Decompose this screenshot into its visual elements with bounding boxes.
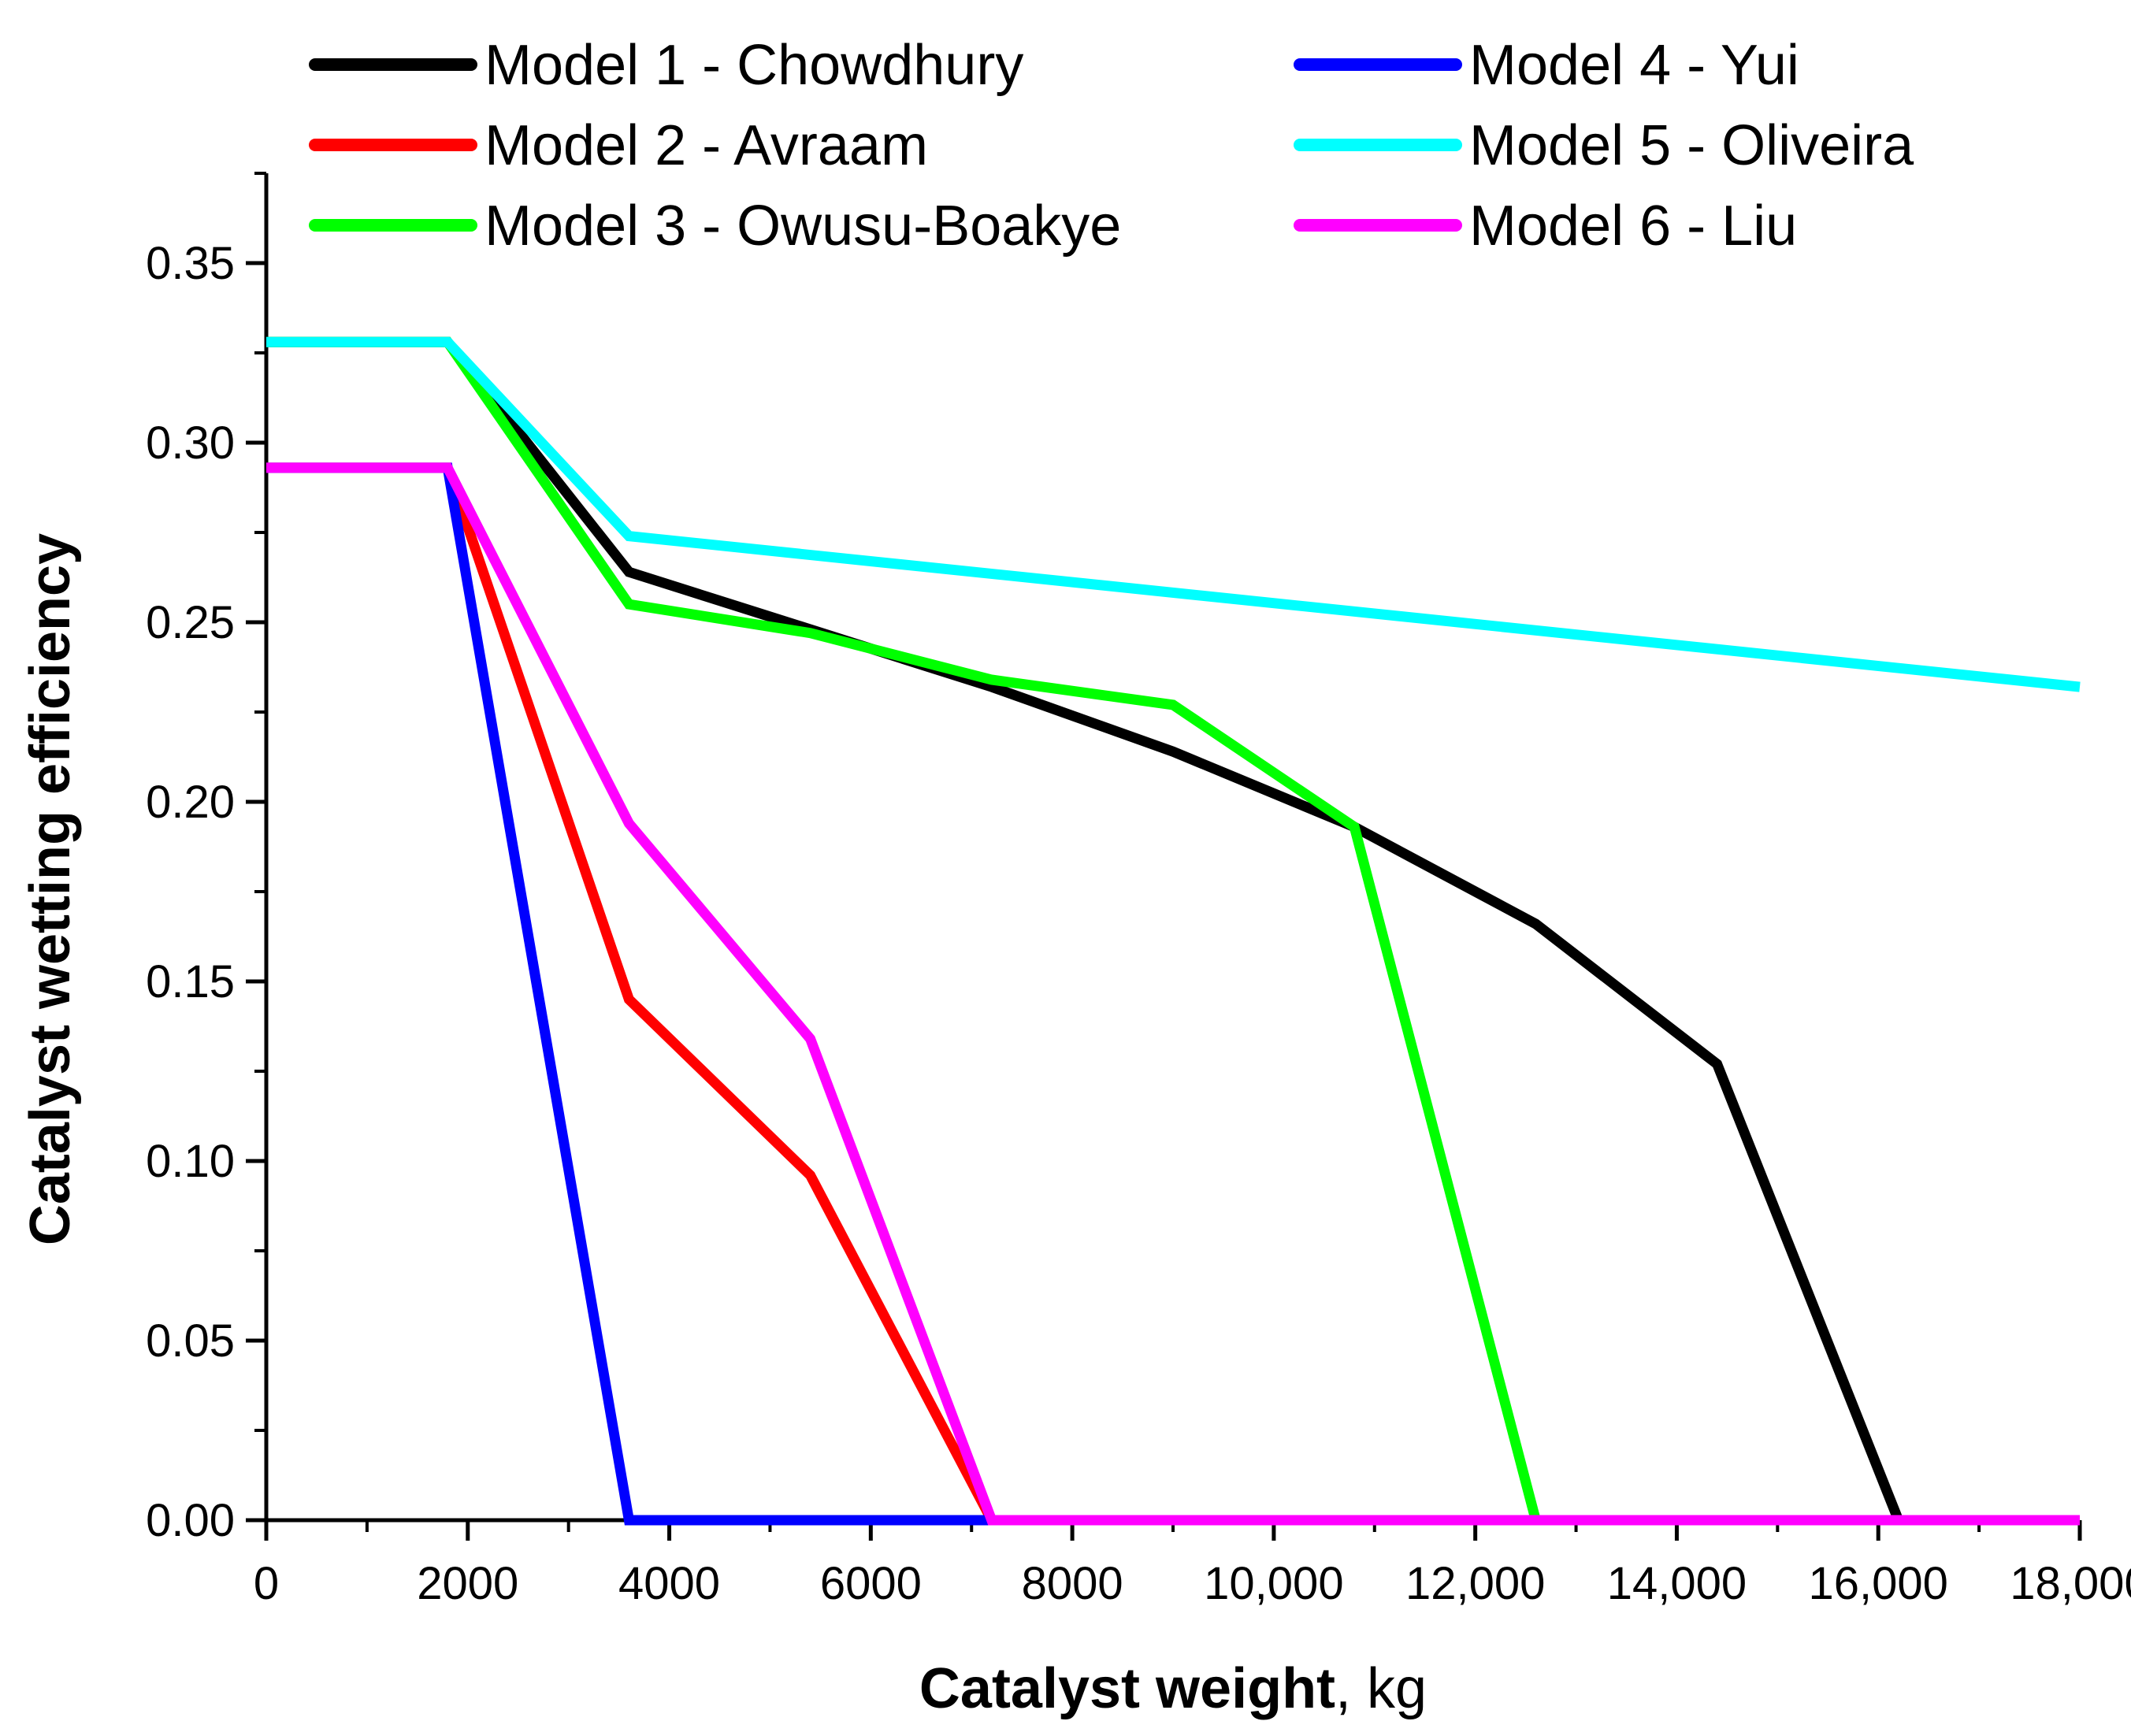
x-axis-title-unit: , kg bbox=[1335, 1657, 1427, 1720]
x-tick-label: 12,000 bbox=[1405, 1558, 1545, 1609]
y-tick-label: 0.20 bbox=[146, 777, 235, 828]
series-line-model-4 bbox=[266, 462, 2080, 1526]
x-axis-title-main: Catalyst weight bbox=[919, 1657, 1335, 1720]
x-tick-label: 8000 bbox=[1022, 1558, 1123, 1609]
axes: 0 2000 4000 6000 8000 10,000 12,000 14,000 16,00… bbox=[146, 172, 2131, 1609]
legend-label-model-3: Model 3 - Owusu-Boakye bbox=[484, 195, 1121, 258]
x-tick-label: 6000 bbox=[820, 1558, 922, 1609]
series-line-model-6 bbox=[266, 462, 2080, 1526]
x-tick-label: 0 bbox=[254, 1558, 279, 1609]
x-tick-label: 18,000 bbox=[2010, 1558, 2131, 1609]
series-lines bbox=[266, 336, 2081, 1526]
x-axis-title: Catalyst weight, kg bbox=[919, 1657, 1427, 1720]
y-tick-label: 0.25 bbox=[146, 597, 235, 648]
legend-label-model-4: Model 4 - Yui bbox=[1469, 34, 1799, 97]
legend-label-model-1: Model 1 - Chowdhury bbox=[484, 34, 1023, 97]
y-tick-label: 0.35 bbox=[146, 238, 235, 289]
legend-label-model-6: Model 6 - Liu bbox=[1469, 195, 1797, 258]
y-axis-title: Catalyst wetting efficiency bbox=[19, 533, 82, 1245]
legend-label-model-5: Model 5 - Oliveira bbox=[1469, 114, 1914, 177]
y-tick-label: 0.00 bbox=[146, 1495, 235, 1546]
y-tick-label: 0.15 bbox=[146, 956, 235, 1007]
x-tick-label: 16,000 bbox=[1809, 1558, 1948, 1609]
series-line-model-1 bbox=[266, 336, 2080, 1526]
series-line-model-5 bbox=[266, 336, 2081, 692]
y-tick-label: 0.30 bbox=[146, 417, 235, 469]
x-tick-label: 14,000 bbox=[1607, 1558, 1747, 1609]
y-tick-label: 0.10 bbox=[146, 1136, 235, 1187]
legend-label-model-2: Model 2 - Avraam bbox=[484, 114, 928, 177]
series-line-model-3 bbox=[266, 336, 2080, 1526]
legend: Model 1 - Chowdhury Model 2 - Avraam Model… bbox=[309, 34, 1914, 258]
x-tick-label: 4000 bbox=[618, 1558, 720, 1609]
x-tick-label: 10,000 bbox=[1204, 1558, 1343, 1609]
y-tick-label: 0.05 bbox=[146, 1315, 235, 1367]
x-tick-label: 2000 bbox=[417, 1558, 518, 1609]
